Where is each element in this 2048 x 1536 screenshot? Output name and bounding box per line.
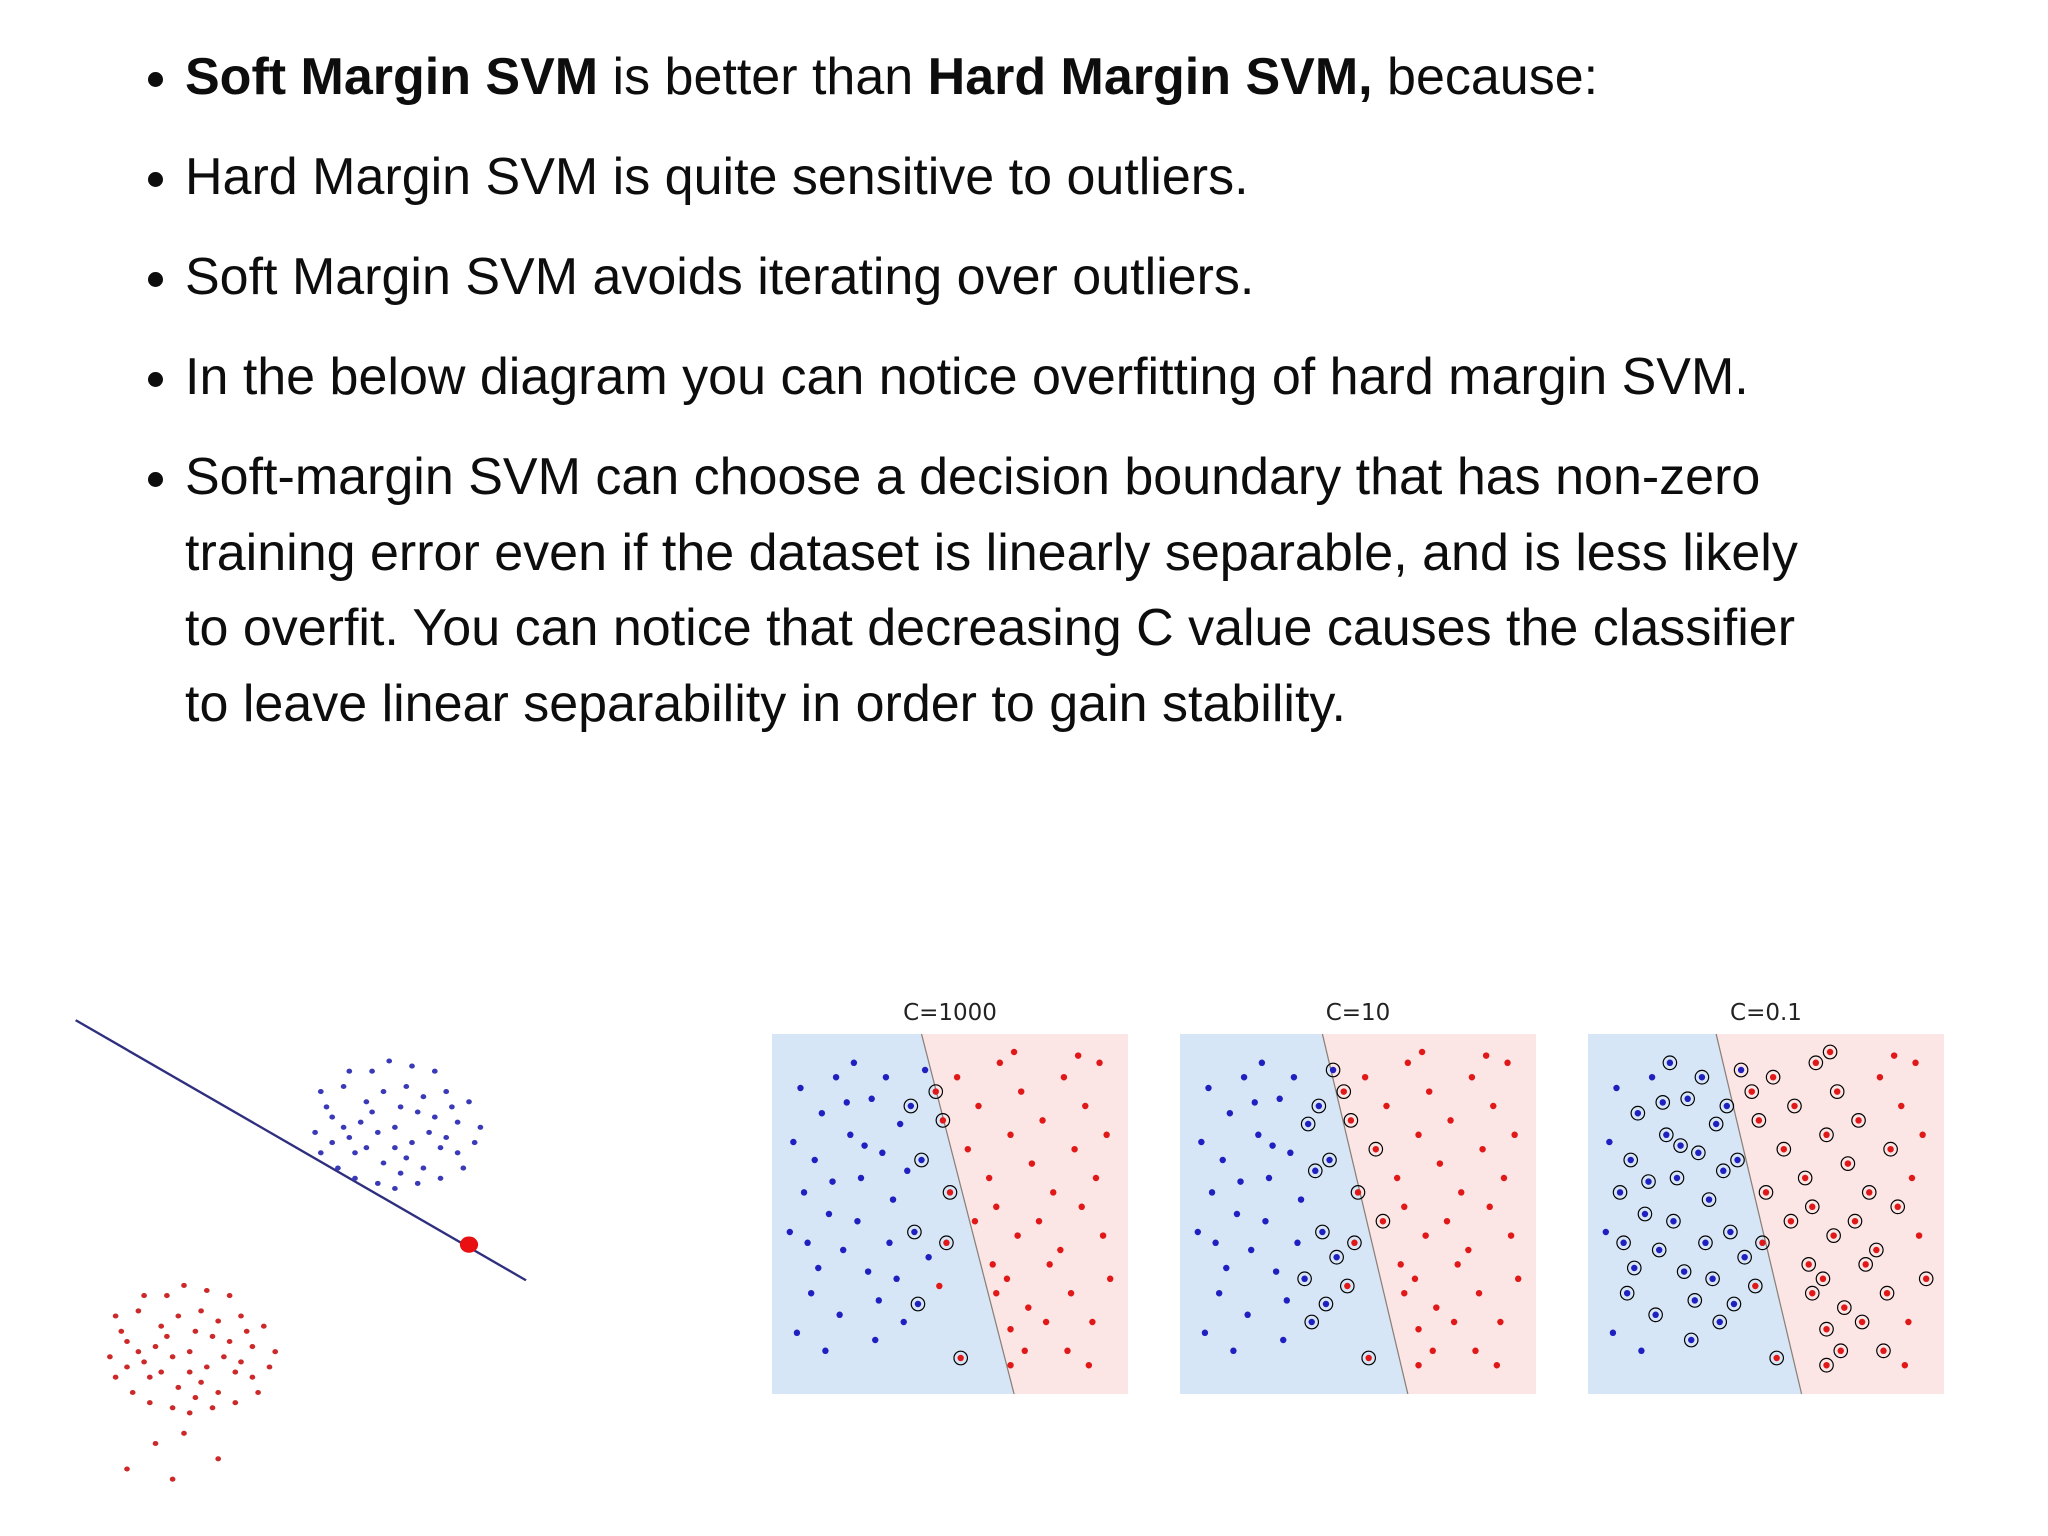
svm-panel-c0-1-svg — [1588, 1034, 1944, 1394]
hard-margin-scatter-svg — [70, 1010, 640, 1520]
bullet-text: Hard Margin SVM is quite sensitive to ou… — [185, 147, 1249, 206]
bullet-list: Soft Margin SVM is better than Hard Marg… — [115, 40, 1825, 767]
bullet-item-1: Soft Margin SVM is better than Hard Marg… — [185, 40, 1825, 116]
bullet-item-3: Soft Margin SVM avoids iterating over ou… — [185, 240, 1825, 316]
svm-panel-c10-svg — [1180, 1034, 1536, 1394]
bullet-text-bold: Soft Margin SVM — [185, 48, 599, 106]
bullet-text: Soft-margin SVM can choose a decision bo… — [185, 447, 1798, 734]
hard-margin-scatter-chart — [70, 1010, 640, 1520]
bullet-text-bold: Hard Margin SVM, — [927, 48, 1373, 106]
panel-title-c10: C=10 — [1325, 1000, 1391, 1026]
svm-panel-c1000-svg — [772, 1034, 1128, 1394]
panel-title-c1000: C=1000 — [903, 1000, 997, 1026]
svm-panel-c10: C=10 — [1180, 1000, 1536, 1394]
bullet-item-5: Soft-margin SVM can choose a decision bo… — [185, 440, 1825, 744]
bullet-text: because: — [1372, 48, 1599, 106]
svm-panel-c1000: C=1000 — [772, 1000, 1128, 1394]
svm-c-comparison-panels: C=1000 C=10 C=0.1 — [772, 1000, 1944, 1394]
bullet-text: In the below diagram you can notice over… — [185, 347, 1749, 406]
bullet-text: Soft Margin SVM avoids iterating over ou… — [185, 247, 1255, 306]
bullet-text: is better than — [598, 48, 928, 106]
panel-title-c0-1: C=0.1 — [1730, 1000, 1802, 1026]
svm-panel-c0-1: C=0.1 — [1588, 1000, 1944, 1394]
bullet-item-2: Hard Margin SVM is quite sensitive to ou… — [185, 140, 1825, 216]
bullet-item-4: In the below diagram you can notice over… — [185, 340, 1825, 416]
